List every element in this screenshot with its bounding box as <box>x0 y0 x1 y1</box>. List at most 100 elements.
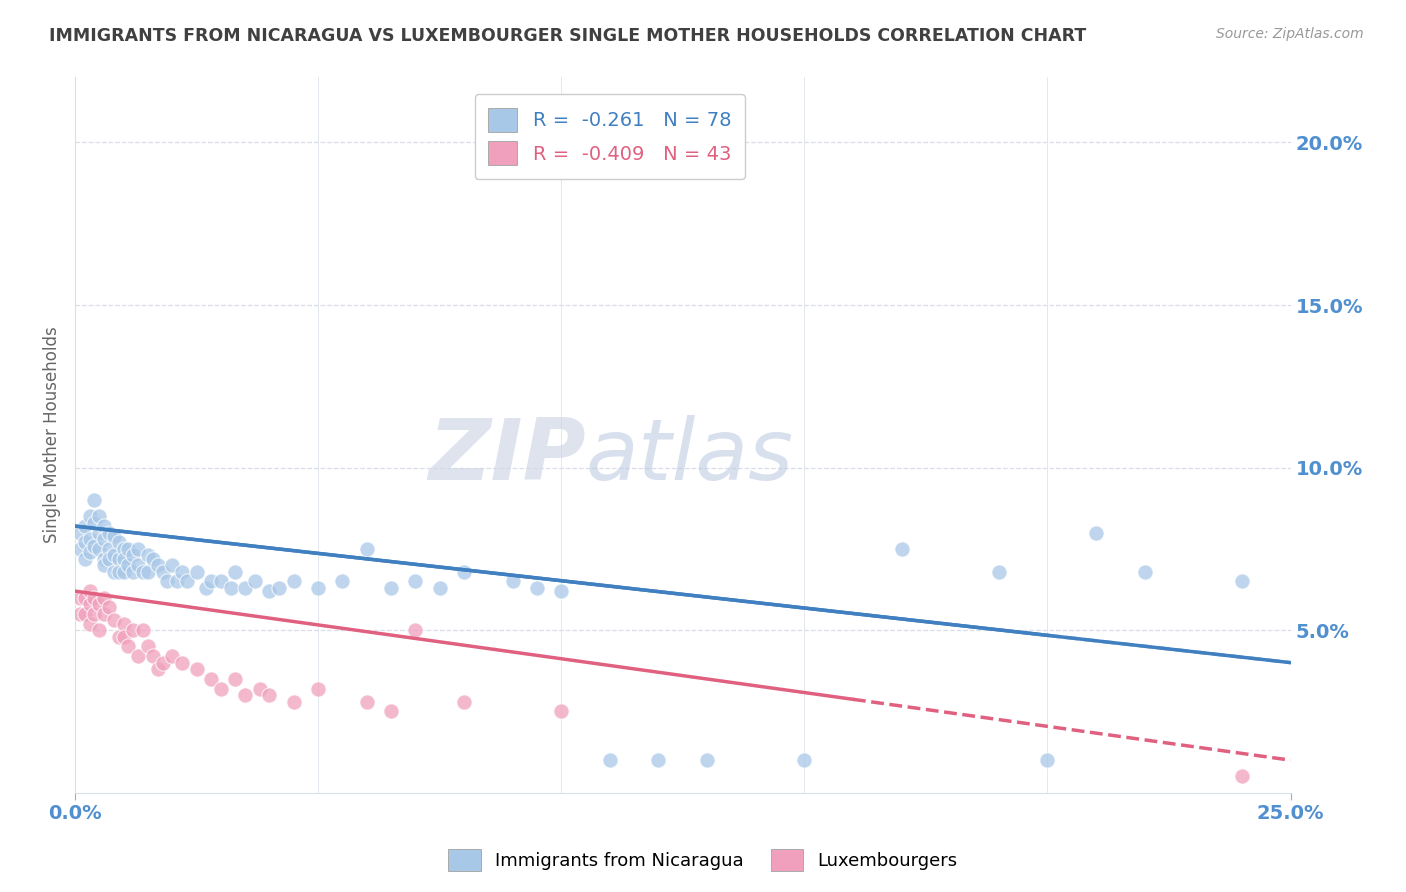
Point <box>696 753 718 767</box>
Point <box>249 681 271 696</box>
Point <box>117 558 139 573</box>
Point <box>146 662 169 676</box>
Point <box>283 574 305 589</box>
Point <box>307 581 329 595</box>
Point <box>89 509 111 524</box>
Point <box>98 551 121 566</box>
Point <box>83 591 105 605</box>
Point <box>136 640 159 654</box>
Point <box>599 753 621 767</box>
Point <box>127 649 149 664</box>
Point <box>380 581 402 595</box>
Point <box>233 581 256 595</box>
Point <box>219 581 242 595</box>
Point <box>83 516 105 530</box>
Point <box>112 616 135 631</box>
Text: ZIP: ZIP <box>427 415 585 498</box>
Point <box>380 705 402 719</box>
Point <box>69 525 91 540</box>
Point <box>1133 565 1156 579</box>
Point <box>93 558 115 573</box>
Point <box>89 623 111 637</box>
Point <box>550 705 572 719</box>
Point <box>112 551 135 566</box>
Point <box>162 558 184 573</box>
Point <box>176 574 198 589</box>
Point <box>453 695 475 709</box>
Point <box>122 565 145 579</box>
Point <box>356 541 378 556</box>
Point <box>107 535 129 549</box>
Point <box>112 630 135 644</box>
Point <box>117 640 139 654</box>
Point <box>429 581 451 595</box>
Point <box>73 591 96 605</box>
Point <box>186 565 208 579</box>
Point <box>89 525 111 540</box>
Point <box>79 584 101 599</box>
Point <box>526 581 548 595</box>
Point <box>127 558 149 573</box>
Point <box>89 541 111 556</box>
Legend: R =  -0.261   N = 78, R =  -0.409   N = 43: R = -0.261 N = 78, R = -0.409 N = 43 <box>475 95 745 178</box>
Point <box>502 574 524 589</box>
Point <box>103 565 125 579</box>
Point <box>142 649 165 664</box>
Point <box>117 541 139 556</box>
Point <box>332 574 354 589</box>
Point <box>103 529 125 543</box>
Point <box>122 549 145 563</box>
Point <box>98 525 121 540</box>
Point <box>186 662 208 676</box>
Point <box>404 574 426 589</box>
Text: atlas: atlas <box>585 415 793 498</box>
Y-axis label: Single Mother Households: Single Mother Households <box>44 326 60 543</box>
Point <box>83 493 105 508</box>
Point <box>79 616 101 631</box>
Point <box>79 532 101 546</box>
Point <box>93 607 115 621</box>
Point <box>103 613 125 627</box>
Point <box>132 623 155 637</box>
Point <box>73 607 96 621</box>
Point <box>89 597 111 611</box>
Point <box>647 753 669 767</box>
Point <box>307 681 329 696</box>
Point <box>890 541 912 556</box>
Point <box>93 551 115 566</box>
Point <box>195 581 218 595</box>
Point <box>107 565 129 579</box>
Point <box>79 597 101 611</box>
Point <box>166 574 188 589</box>
Legend: Immigrants from Nicaragua, Luxembourgers: Immigrants from Nicaragua, Luxembourgers <box>441 842 965 879</box>
Point <box>122 623 145 637</box>
Point <box>170 656 193 670</box>
Point <box>170 565 193 579</box>
Point <box>107 630 129 644</box>
Point <box>83 607 105 621</box>
Text: Source: ZipAtlas.com: Source: ZipAtlas.com <box>1216 27 1364 41</box>
Point <box>259 584 281 599</box>
Point <box>987 565 1010 579</box>
Point <box>259 688 281 702</box>
Point <box>69 591 91 605</box>
Point <box>1230 574 1253 589</box>
Point <box>209 574 232 589</box>
Point <box>1036 753 1059 767</box>
Point <box>156 574 179 589</box>
Point <box>224 672 246 686</box>
Point <box>152 656 174 670</box>
Point <box>162 649 184 664</box>
Point <box>200 574 222 589</box>
Point <box>243 574 266 589</box>
Point <box>132 565 155 579</box>
Text: IMMIGRANTS FROM NICARAGUA VS LUXEMBOURGER SINGLE MOTHER HOUSEHOLDS CORRELATION C: IMMIGRANTS FROM NICARAGUA VS LUXEMBOURGE… <box>49 27 1087 45</box>
Point <box>93 532 115 546</box>
Point <box>233 688 256 702</box>
Point <box>73 519 96 533</box>
Point <box>1085 525 1108 540</box>
Point <box>107 551 129 566</box>
Point <box>453 565 475 579</box>
Point <box>69 541 91 556</box>
Point <box>793 753 815 767</box>
